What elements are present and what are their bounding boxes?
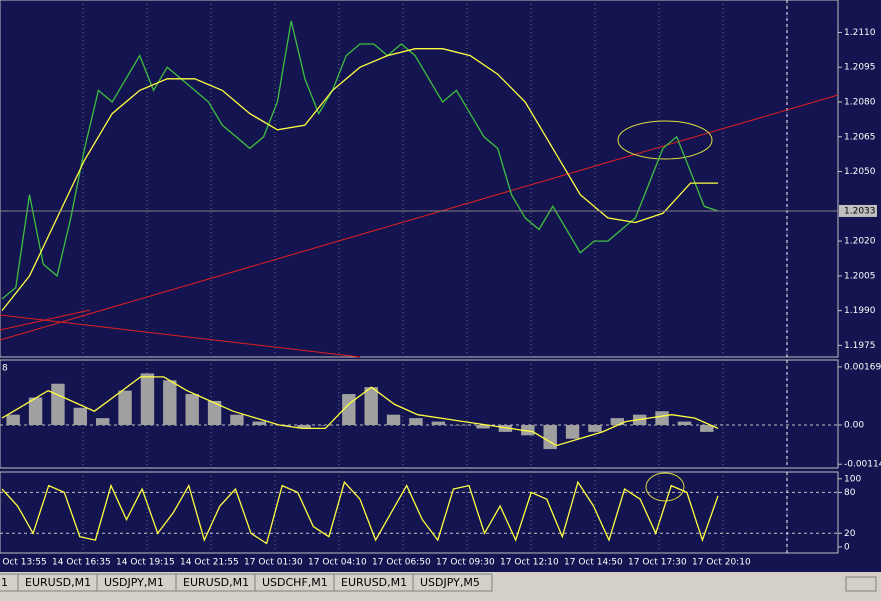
histogram-bar — [207, 400, 222, 426]
series-line — [1, 480, 719, 545]
histogram-bar — [386, 414, 401, 426]
histogram-bar — [73, 407, 88, 426]
histogram-bar — [521, 425, 535, 436]
scroll-buttons[interactable] — [845, 576, 877, 592]
y-tick-label: 1.2095 — [844, 63, 876, 73]
y-tick-label: 1.1975 — [844, 341, 876, 351]
y-tick-label: 1.2050 — [844, 167, 876, 177]
histogram-bar — [185, 394, 199, 426]
tab-label: EURUSD,M1 — [341, 576, 407, 589]
series-line — [1, 20, 719, 300]
y-tick-label: 0 — [844, 542, 850, 552]
price-panel — [0, 0, 839, 358]
x-tick-label: 14 Oct 21:55 — [180, 558, 239, 568]
highlight-ellipse — [617, 120, 713, 160]
tab-label: USDCHF,M1 — [262, 576, 328, 589]
y-tick-label: 0.00 — [844, 421, 864, 431]
y-tick-label: 80 — [844, 488, 856, 498]
frames — [0, 0, 839, 554]
histogram-bar — [28, 397, 43, 426]
y-tick-label: 1.2080 — [844, 98, 876, 108]
series-line — [1, 48, 718, 312]
x-tick-label: 14 Oct 16:35 — [52, 558, 111, 568]
series-line — [1, 376, 719, 447]
stoch-panel — [0, 471, 839, 554]
tab[interactable] — [412, 573, 493, 592]
histogram-bar — [543, 425, 557, 450]
histogram-bar — [700, 425, 714, 432]
trend-line — [0, 314, 361, 358]
y-tick-label: 1.1990 — [844, 306, 876, 316]
histogram-bar — [95, 418, 110, 426]
x-tick-label: 17 Oct 17:30 — [628, 558, 687, 568]
histogram-bar — [565, 425, 580, 439]
x-tick-label: 17 Oct 20:10 — [692, 558, 751, 568]
x-tick-label: 17 Oct 12:10 — [500, 558, 559, 568]
indicator-label: 8 — [2, 364, 8, 374]
histogram-bar — [252, 421, 267, 426]
chart-background — [0, 0, 881, 572]
macd-panel — [0, 359, 839, 469]
histogram-bar — [297, 425, 311, 429]
histogram-bar — [140, 373, 155, 426]
y-tick-label: 1.2020 — [844, 237, 876, 247]
x-tick-label: 17 Oct 01:30 — [244, 558, 303, 568]
y-tick-label: -0.00114 — [844, 460, 881, 470]
highlight-ellipse — [645, 472, 685, 502]
y-tick-label: 0.00169 — [844, 362, 881, 372]
y-tick-label: 20 — [844, 529, 856, 539]
y-tick-label: 1.2110 — [844, 28, 876, 38]
histogram-bar — [364, 387, 378, 426]
histogram-bar — [319, 425, 334, 426]
histogram-bar — [476, 425, 490, 429]
histogram-bar — [431, 421, 446, 426]
histogram-bar — [409, 418, 423, 426]
x-tick-label: 17 Oct 04:10 — [308, 558, 367, 568]
current-price-label: 1.2033 — [844, 206, 876, 216]
y-tick-label: 1.2065 — [844, 132, 876, 142]
histogram-bar — [6, 414, 20, 426]
tab-label: USDJPY,M5 — [420, 576, 480, 589]
histogram-bar — [453, 425, 468, 426]
x-tick-label: 14 Oct 19:15 — [116, 558, 175, 568]
histogram-bar — [51, 383, 65, 426]
trend-line — [0, 94, 839, 341]
tab-label: USDJPY,M1 — [104, 576, 164, 589]
tab-label: EURUSD,M1 — [183, 576, 249, 589]
histogram-bar — [230, 414, 244, 426]
tab-label: EURUSD,M1 — [25, 576, 91, 589]
trend-lines — [0, 94, 839, 358]
histogram-bar — [610, 418, 625, 426]
histogram-bar — [655, 411, 669, 426]
histogram-bar — [163, 380, 177, 426]
trend-line — [0, 309, 91, 331]
y-tick-label: 100 — [844, 474, 861, 484]
x-tick-label: 17 Oct 09:30 — [436, 558, 495, 568]
histogram-bar — [118, 390, 132, 426]
histogram-bar — [588, 425, 602, 432]
x-tick-label: 17 Oct 14:50 — [564, 558, 623, 568]
x-tick-label: 17 Oct 06:50 — [372, 558, 431, 568]
histogram-bar — [498, 425, 513, 432]
y-tick-label: 1.2005 — [844, 271, 876, 281]
current-price-box — [839, 204, 877, 217]
x-tick-label: 14 Oct 13:55 — [0, 558, 47, 568]
tab-label: 1 — [1, 576, 8, 589]
histogram-bar — [677, 421, 692, 426]
